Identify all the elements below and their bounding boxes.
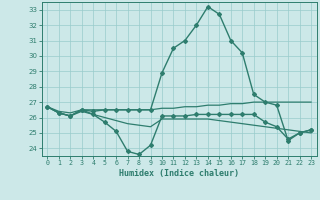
- X-axis label: Humidex (Indice chaleur): Humidex (Indice chaleur): [119, 169, 239, 178]
